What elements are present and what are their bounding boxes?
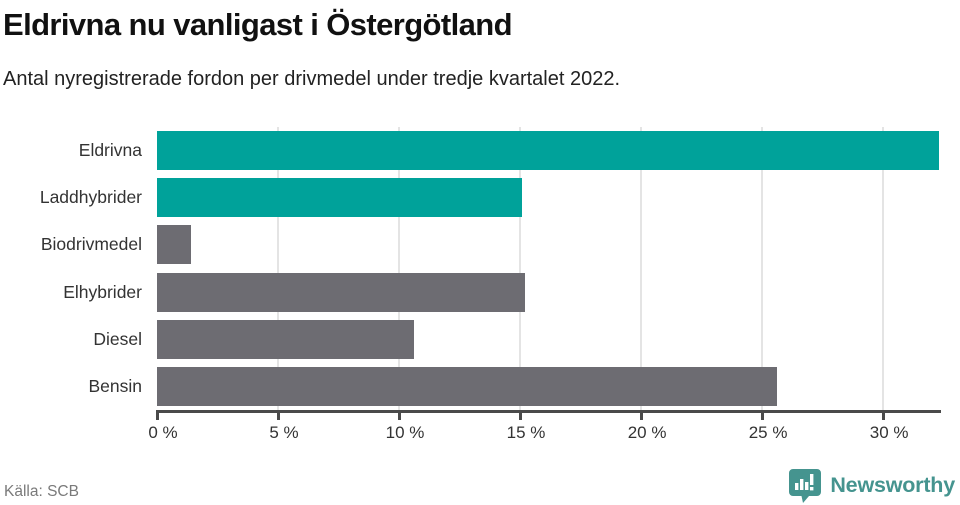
x-tick-5 (277, 412, 280, 420)
x-tick-10 (398, 412, 401, 420)
newsworthy-logo-icon (788, 468, 822, 503)
source-label: Källa: SCB (4, 483, 79, 500)
x-tick-label-20: 20 % (627, 423, 667, 442)
category-label-bensin: Bensin (88, 375, 142, 396)
x-tick-20 (640, 412, 643, 420)
gridline-30 (882, 127, 885, 410)
bar-elhybrider (157, 272, 525, 312)
x-tick-30 (882, 412, 885, 420)
category-label-laddhybrider: Laddhybrider (39, 187, 142, 208)
bar-eldrivna (157, 131, 939, 171)
x-tick-25 (761, 412, 764, 420)
x-tick-label-30: 30 % (869, 423, 909, 442)
category-label-eldrivna: Eldrivna (78, 140, 142, 161)
gridline-10 (398, 127, 401, 410)
bar-biodrivmedel (157, 225, 191, 265)
x-tick-label-25: 25 % (748, 423, 788, 442)
x-tick-label-0: 0 % (148, 423, 178, 442)
gridline-5 (277, 127, 280, 410)
gridline-15 (519, 127, 522, 410)
x-tick-15 (519, 412, 522, 420)
bar-laddhybrider (157, 178, 523, 218)
category-label-biodrivmedel: Biodrivmedel (40, 234, 142, 255)
x-tick-label-15: 15 % (506, 423, 546, 442)
chart-title: Eldrivna nu vanligast i Östergötland (3, 7, 513, 42)
gridline-20 (640, 127, 643, 410)
chart-subtitle: Antal nyregistrerade fordon per drivmede… (3, 68, 621, 90)
x-tick-label-10: 10 % (385, 423, 425, 442)
bar-diesel (157, 319, 414, 359)
bar-bensin (157, 366, 777, 406)
newsworthy-logo-text: Newsworthy (830, 473, 955, 497)
newsworthy-logo: Newsworthy (788, 468, 955, 503)
x-tick-label-5: 5 % (269, 423, 299, 442)
category-label-diesel: Diesel (93, 328, 142, 349)
x-tick-0 (156, 412, 159, 420)
category-label-elhybrider: Elhybrider (63, 281, 142, 302)
x-axis-line (156, 410, 941, 413)
gridline-25 (761, 127, 764, 410)
